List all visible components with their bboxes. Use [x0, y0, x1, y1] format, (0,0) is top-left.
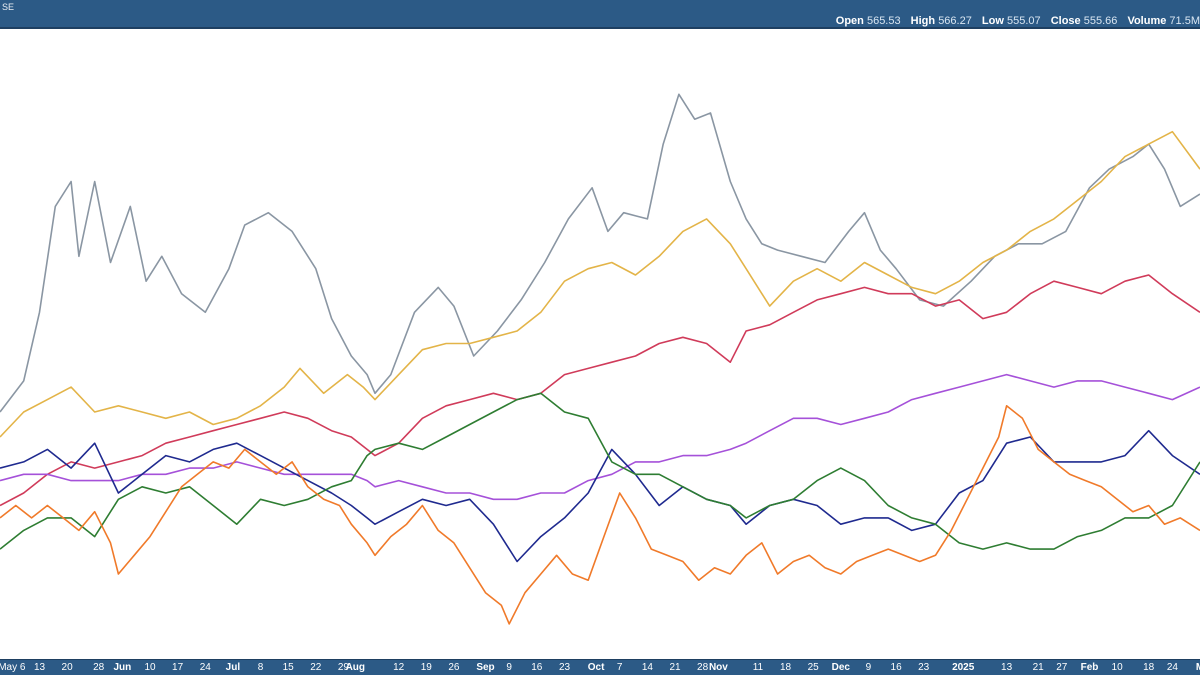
chart-header-bar: SE Open 565.53 High 566.27 Low 555.07 Cl…	[0, 0, 1200, 29]
series-line-6	[0, 392, 1200, 550]
x-tick-label: 21	[669, 662, 681, 673]
x-tick-label: 23	[918, 662, 930, 673]
close-key: Close	[1050, 15, 1081, 27]
high-key: High	[910, 15, 936, 27]
x-tick-label: 24	[200, 662, 212, 673]
x-tick-label: 18	[1143, 662, 1155, 673]
ohlc-readout: Open 565.53 High 566.27 Low 555.07 Close…	[836, 15, 1200, 27]
x-tick-label: 15	[283, 662, 295, 673]
x-tick-label: 28	[697, 662, 709, 673]
volume-key: Volume	[1127, 15, 1167, 27]
open-key: Open	[835, 15, 864, 27]
x-tick-label: 22	[310, 662, 322, 673]
series-line-3	[0, 274, 1200, 507]
x-tick-label: 20	[62, 662, 74, 673]
x-tick-label: Dec	[832, 662, 851, 673]
open-value: 565.53	[866, 15, 901, 27]
close-value: 555.66	[1083, 15, 1118, 27]
x-tick-label: 29	[338, 662, 350, 673]
x-tick-label: 27	[1056, 662, 1068, 673]
x-tick-label: 26	[448, 662, 460, 673]
x-tick-label: 19	[421, 662, 433, 673]
x-tick-label: 23	[559, 662, 571, 673]
x-tick-label: 16	[531, 662, 543, 673]
x-tick-label: 18	[780, 662, 792, 673]
volume-value: 71.5M	[1169, 15, 1200, 27]
series-line-2	[0, 130, 1200, 438]
series-layer	[0, 93, 1200, 625]
x-tick-label: 28	[93, 662, 105, 673]
x-tick-label: 10	[144, 662, 156, 673]
x-tick-label: Jul	[226, 662, 241, 673]
x-tick-label: 14	[642, 662, 654, 673]
series-line-1	[0, 93, 1200, 413]
x-tick-label: 11	[753, 662, 764, 673]
symbol-label: SE	[2, 2, 15, 12]
x-tick-label: Aug	[346, 662, 365, 673]
x-tick-label: Jun	[114, 662, 132, 673]
series-line-4	[0, 373, 1200, 501]
x-tick-label: 25	[808, 662, 820, 673]
x-tick-label: 13	[1001, 662, 1013, 673]
series-line-5	[0, 429, 1200, 563]
x-tick-label: 9	[506, 662, 512, 673]
x-tick-label: 16	[891, 662, 903, 673]
x-tick-label: Sep	[476, 662, 494, 673]
x-tick-label: 2025	[952, 662, 975, 673]
x-tick-label: 13	[34, 662, 46, 673]
series-line-7	[0, 404, 1200, 625]
low-key: Low	[981, 15, 1004, 27]
x-tick-label: 24	[1167, 662, 1179, 673]
x-tick-label: 12	[393, 662, 405, 673]
x-tick-label: Feb	[1081, 662, 1099, 673]
x-tick-label: Nov	[709, 662, 728, 673]
x-tick-label: 9	[866, 662, 872, 673]
x-tick-label: 10	[1112, 662, 1124, 673]
x-tick-label: 17	[172, 662, 184, 673]
low-value: 555.07	[1006, 15, 1041, 27]
x-tick-label: M	[1196, 662, 1200, 673]
x-tick-label: May 6	[0, 662, 26, 673]
x-tick-label: Oct	[588, 662, 605, 673]
x-tick-label: 21	[1033, 662, 1045, 673]
x-tick-label: 8	[258, 662, 264, 673]
x-axis-bar	[0, 659, 1200, 675]
x-tick-label: 7	[617, 662, 623, 673]
high-value: 566.27	[938, 15, 972, 27]
